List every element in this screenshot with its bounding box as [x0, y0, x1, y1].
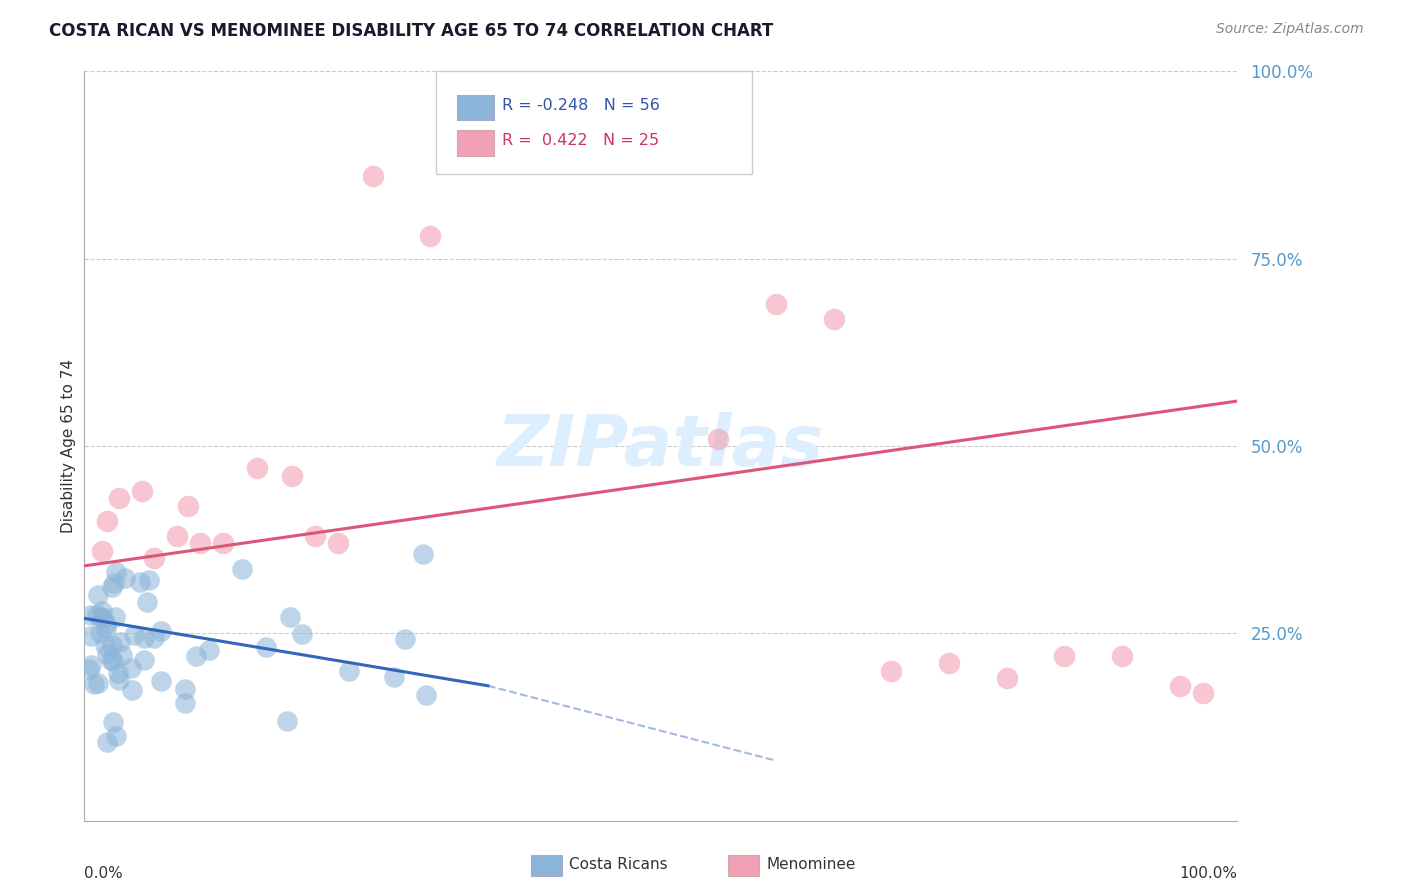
Point: [104, 729, 127, 743]
Point: [1191, 686, 1213, 700]
Text: R = -0.248   N = 56: R = -0.248 N = 56: [502, 98, 659, 112]
Point: [96, 616, 118, 631]
Point: [135, 595, 157, 609]
Point: [80, 657, 103, 672]
Point: [108, 635, 131, 649]
Text: R =  0.422   N = 25: R = 0.422 N = 25: [502, 134, 659, 148]
Point: [86, 588, 108, 602]
Point: [291, 627, 314, 641]
Point: [246, 461, 269, 475]
Point: [184, 648, 207, 663]
Text: Costa Ricans: Costa Ricans: [569, 857, 668, 871]
Point: [104, 565, 127, 579]
Point: [419, 229, 441, 244]
Point: [120, 661, 142, 675]
Point: [415, 688, 437, 702]
Point: [138, 574, 160, 588]
Point: [142, 631, 165, 645]
Point: [101, 638, 124, 652]
Point: [382, 670, 405, 684]
Point: [765, 296, 787, 310]
Point: [77, 662, 100, 676]
Point: [198, 643, 221, 657]
Point: [142, 551, 165, 566]
Point: [101, 580, 124, 594]
Point: [96, 621, 118, 635]
Point: [91, 611, 114, 625]
Point: [1168, 679, 1191, 693]
Point: [111, 648, 134, 662]
Text: 100.0%: 100.0%: [1180, 865, 1237, 880]
Point: [211, 536, 233, 550]
Text: 0.0%: 0.0%: [84, 865, 124, 880]
Point: [361, 169, 384, 184]
Point: [938, 657, 960, 671]
Text: COSTA RICAN VS MENOMINEE DISABILITY AGE 65 TO 74 CORRELATION CHART: COSTA RICAN VS MENOMINEE DISABILITY AGE …: [49, 22, 773, 40]
Point: [79, 628, 101, 642]
Text: Menominee: Menominee: [766, 857, 856, 871]
Point: [108, 673, 131, 687]
Point: [707, 432, 730, 446]
Point: [880, 664, 903, 678]
Point: [86, 608, 108, 623]
Point: [103, 714, 125, 729]
Point: [128, 574, 150, 589]
Point: [122, 627, 145, 641]
Point: [90, 610, 112, 624]
Point: [276, 714, 298, 728]
Point: [90, 604, 112, 618]
Point: [89, 625, 111, 640]
Point: [150, 624, 173, 639]
Point: [281, 469, 304, 483]
Point: [150, 674, 173, 689]
Text: Source: ZipAtlas.com: Source: ZipAtlas.com: [1216, 22, 1364, 37]
Point: [304, 529, 326, 543]
Point: [83, 677, 105, 691]
Point: [1053, 648, 1076, 663]
Y-axis label: Disability Age 65 to 74: Disability Age 65 to 74: [60, 359, 76, 533]
Point: [1111, 648, 1133, 663]
Point: [231, 562, 253, 576]
Point: [254, 640, 277, 654]
Point: [326, 536, 349, 550]
Point: [121, 683, 143, 698]
Point: [166, 529, 188, 543]
Point: [394, 632, 416, 646]
Point: [87, 676, 110, 690]
Point: [96, 735, 118, 749]
Point: [107, 665, 129, 680]
Point: [104, 610, 127, 624]
Point: [96, 514, 118, 528]
Point: [101, 654, 124, 668]
Point: [131, 483, 153, 498]
Point: [100, 653, 122, 667]
Point: [103, 576, 125, 591]
Point: [114, 571, 136, 585]
Point: [188, 536, 211, 550]
Text: ZIPatlas: ZIPatlas: [498, 411, 824, 481]
Point: [90, 544, 112, 558]
Point: [173, 682, 195, 697]
Point: [80, 608, 103, 623]
Point: [177, 499, 200, 513]
Point: [278, 609, 301, 624]
Point: [108, 491, 131, 506]
Point: [339, 664, 361, 678]
Point: [173, 696, 195, 710]
Point: [823, 311, 845, 326]
Point: [995, 671, 1018, 685]
Point: [96, 647, 118, 661]
Point: [132, 653, 155, 667]
Point: [134, 631, 156, 645]
Point: [412, 547, 434, 561]
Point: [94, 638, 117, 652]
